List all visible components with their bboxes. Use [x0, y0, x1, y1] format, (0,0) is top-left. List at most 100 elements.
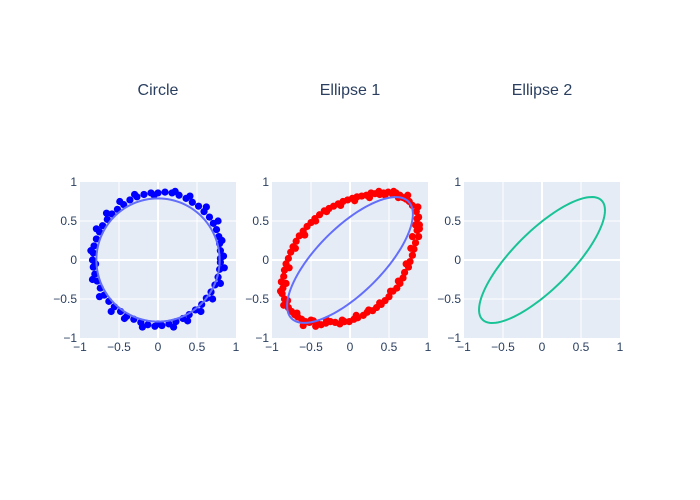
- data-point: [209, 295, 217, 303]
- y-tick-label: 0: [262, 253, 269, 267]
- data-point: [87, 247, 95, 255]
- data-point: [280, 301, 288, 309]
- x-tick-label: 1: [425, 340, 432, 354]
- data-point: [276, 287, 285, 295]
- data-point: [92, 235, 100, 243]
- x-tick-label: 0.5: [189, 340, 206, 354]
- data-point: [337, 201, 345, 209]
- data-point: [415, 225, 424, 233]
- data-point: [282, 279, 290, 287]
- x-tick-label: 0.5: [381, 340, 398, 354]
- data-point: [197, 307, 205, 316]
- data-point: [381, 296, 389, 305]
- x-tick-label: 1: [233, 340, 240, 354]
- data-point: [140, 190, 148, 199]
- data-point: [358, 192, 366, 200]
- data-point: [338, 316, 346, 324]
- data-point: [415, 233, 423, 241]
- data-point: [205, 213, 214, 221]
- data-point: [407, 244, 415, 252]
- y-tick-label: −1: [255, 331, 269, 345]
- x-tick-label: −1: [265, 340, 279, 354]
- subplot-title-ellipse-1: Ellipse 1: [320, 82, 381, 99]
- data-point: [184, 317, 192, 325]
- data-point: [95, 293, 104, 301]
- y-tick-label: 0.5: [252, 214, 269, 228]
- x-tick-label: −0.5: [299, 340, 323, 354]
- data-point: [292, 237, 300, 245]
- data-point: [161, 188, 169, 196]
- data-point: [171, 187, 179, 195]
- subplot-ellipse-2: Ellipse 2 −1 −0.5 0 0.5 1 −1 −0.5 0 0.5 1: [437, 82, 623, 354]
- data-point: [218, 236, 226, 245]
- data-point: [323, 208, 331, 216]
- x-tick-label: −1: [73, 340, 87, 354]
- x-tick-label: −0.5: [491, 340, 515, 354]
- data-point: [295, 232, 303, 240]
- data-point: [107, 307, 115, 316]
- data-point: [116, 197, 124, 206]
- data-point: [301, 231, 309, 239]
- series-line: [95, 197, 221, 323]
- data-point: [312, 217, 320, 225]
- x-tick-label: 1: [617, 340, 624, 354]
- data-point: [401, 268, 409, 277]
- data-point: [186, 192, 194, 200]
- y-tick-label: 0.5: [444, 214, 461, 228]
- data-point: [92, 225, 100, 233]
- data-point: [287, 307, 296, 316]
- x-tick-label: 0: [539, 340, 546, 354]
- y-tick-label: 0.5: [60, 214, 77, 228]
- data-point: [408, 233, 416, 241]
- subplot-title-circle: Circle: [138, 82, 179, 99]
- data-point: [131, 190, 139, 199]
- data-point: [150, 191, 158, 199]
- data-point: [219, 252, 228, 260]
- data-point: [194, 202, 203, 210]
- subplot-title-ellipse-2: Ellipse 2: [512, 82, 573, 99]
- data-point: [212, 225, 221, 234]
- data-point: [402, 260, 410, 268]
- series-line: [286, 196, 414, 324]
- data-point: [352, 311, 360, 319]
- data-point: [144, 321, 152, 329]
- data-point: [214, 217, 222, 225]
- data-point: [188, 198, 196, 206]
- subplot-circle: Circle −1 −0.5 0 0.5 1 −1 −0.5 0 0.5 1: [53, 82, 239, 354]
- y-tick-label: 1: [70, 175, 77, 189]
- data-point: [291, 244, 299, 252]
- data-point: [351, 197, 359, 205]
- y-tick-label: −0.5: [53, 292, 77, 306]
- series-line: [478, 196, 606, 324]
- y-tick-label: 1: [454, 175, 461, 189]
- data-point: [102, 209, 111, 217]
- data-point: [202, 203, 210, 211]
- data-point: [88, 275, 97, 284]
- data-point: [411, 239, 420, 247]
- data-point: [284, 254, 292, 263]
- data-point: [375, 187, 383, 195]
- data-point: [408, 251, 416, 259]
- data-point: [414, 203, 422, 211]
- data-point: [386, 287, 395, 295]
- y-tick-label: −1: [447, 331, 461, 345]
- data-point: [220, 264, 228, 272]
- x-tick-label: 0.5: [573, 340, 590, 354]
- y-tick-label: 0: [454, 253, 461, 267]
- data-point: [404, 191, 412, 199]
- subplot-ellipse-1: Ellipse 1 −1 −0.5 0 0.5 1 −1 −0.5 0 0.5 1: [245, 82, 431, 354]
- data-point: [99, 222, 107, 230]
- data-point: [293, 309, 301, 317]
- data-point: [365, 194, 374, 202]
- data-point: [365, 306, 373, 314]
- data-point: [126, 196, 134, 204]
- data-point: [303, 222, 311, 231]
- y-tick-label: −0.5: [437, 292, 461, 306]
- data-point: [285, 264, 293, 272]
- data-point: [394, 277, 402, 285]
- data-point: [120, 314, 129, 323]
- data-point: [415, 213, 423, 221]
- data-point: [280, 272, 288, 280]
- data-point: [317, 321, 325, 329]
